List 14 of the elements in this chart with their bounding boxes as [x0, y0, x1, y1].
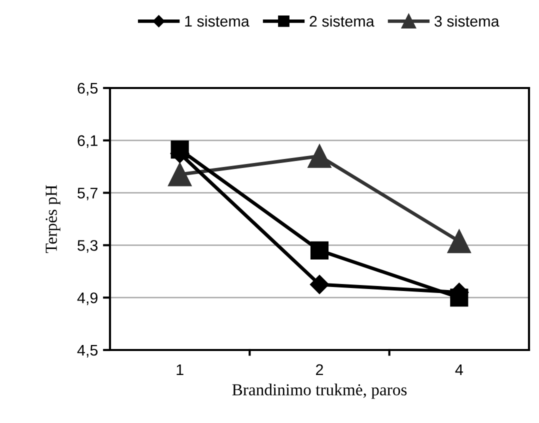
legend-label: 3 sistema	[434, 15, 500, 27]
y-tick-label: 6,5	[78, 82, 98, 96]
y-tick-label: 5,3	[78, 240, 98, 253]
legend-label: 2 sistema	[310, 15, 374, 27]
x-tick-label: 1	[176, 364, 184, 375]
x-axis-title: Brandinimo trukmė, paros	[232, 384, 407, 399]
y-tick-label: 4,5	[77, 345, 98, 358]
y-tick-label: 5,7	[78, 188, 98, 200]
legend-label: 1 sistema	[185, 15, 250, 27]
x-tick-label: 4	[455, 364, 463, 375]
y-axis-title: Terpės pH	[46, 185, 60, 254]
y-tick-label: 4,9	[77, 292, 98, 306]
y-tick-label: 6,1	[78, 135, 98, 148]
x-tick-label: 2	[316, 364, 323, 375]
